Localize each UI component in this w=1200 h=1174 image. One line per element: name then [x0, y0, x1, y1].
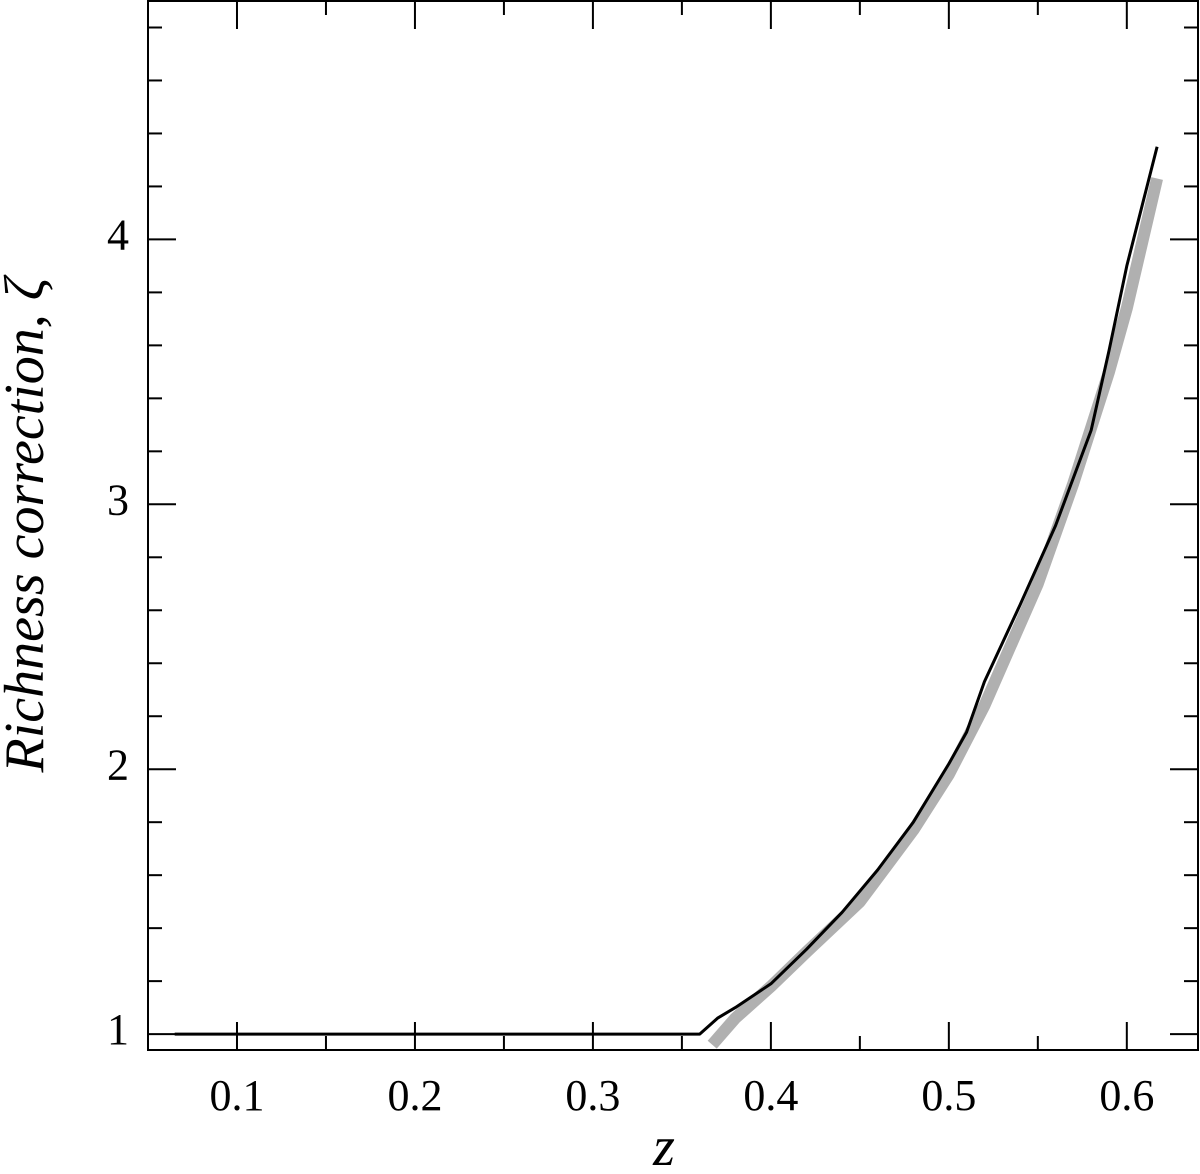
y-tick-label: 2 [107, 740, 129, 789]
x-axis-label: z [652, 1116, 675, 1174]
x-tick-label: 0.6 [1099, 1071, 1154, 1120]
x-tick-label: 0.4 [743, 1071, 798, 1120]
data-line [707, 177, 1163, 1049]
data-line [174, 146, 1159, 1036]
plot-frame [147, 0, 1199, 1051]
x-tick-label: 0.5 [921, 1071, 976, 1120]
y-tick-label: 4 [107, 211, 129, 260]
x-tick-label: 0.2 [387, 1071, 442, 1120]
x-tick-label: 0.1 [209, 1071, 264, 1120]
y-tick-label: 1 [107, 1005, 129, 1054]
y-axis-label: Richness correction, ζ [0, 274, 56, 773]
y-tick-label: 3 [107, 475, 129, 524]
x-tick-label: 0.3 [565, 1071, 620, 1120]
